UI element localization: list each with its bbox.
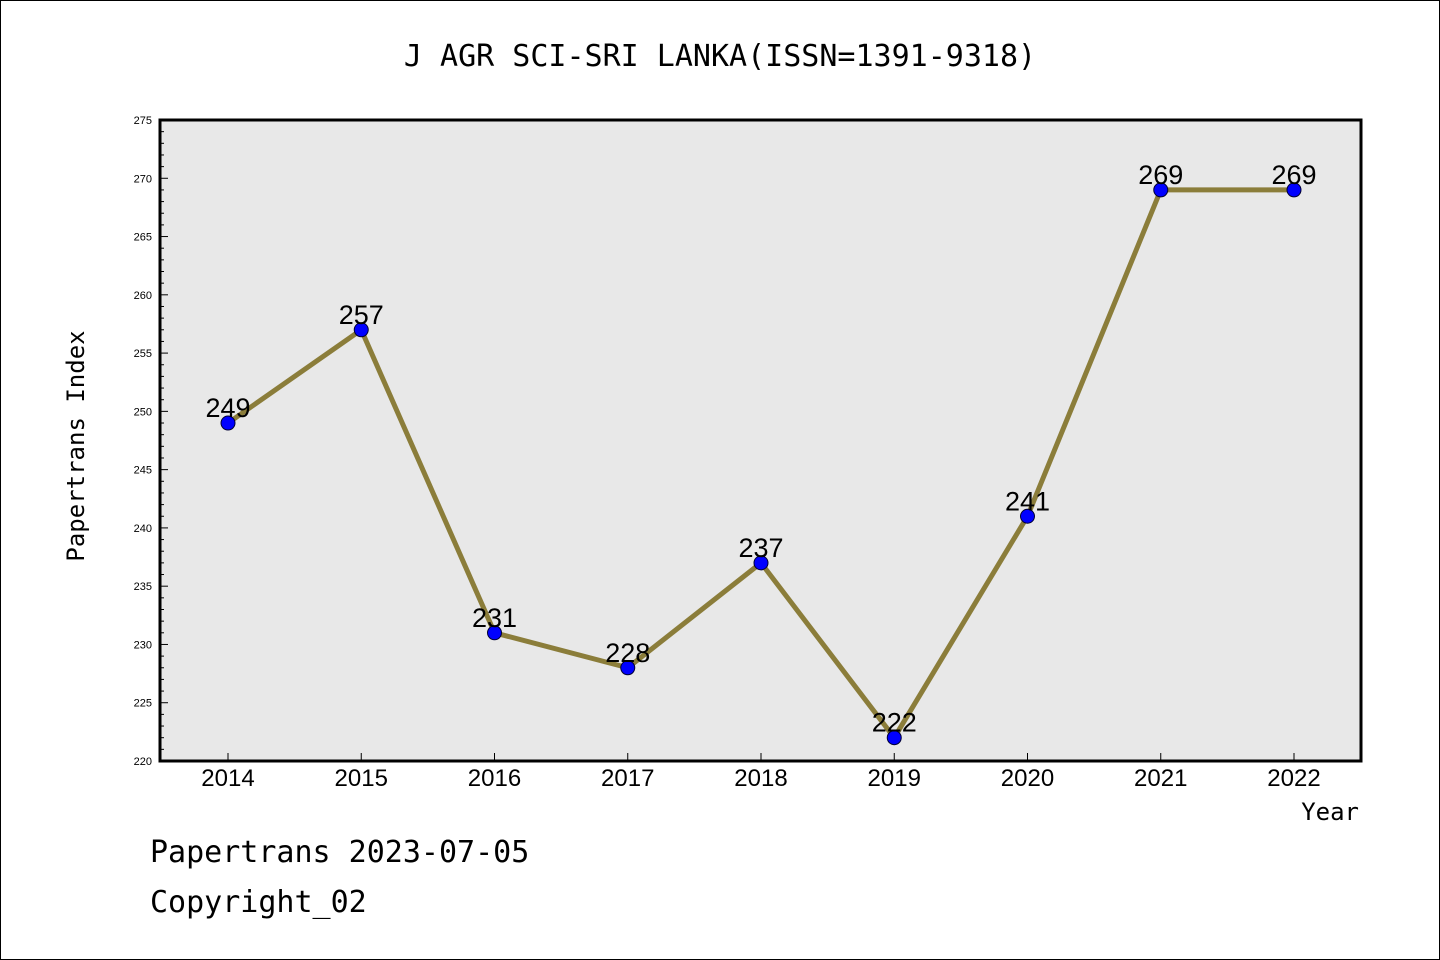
footer-date-stamp: Papertrans 2023-07-05 (150, 835, 530, 870)
series-papertrans-index (220, 182, 1302, 746)
data-labels: 249 257 231 228 237 222 241 269 269 (205, 160, 1316, 738)
data-point-marker (353, 322, 369, 338)
data-label: 257 (339, 300, 384, 330)
plot-border (158, 118, 1363, 763)
data-point-marker (1153, 182, 1169, 198)
y-tick-label: 220 (134, 756, 152, 768)
y-tick-label: 260 (134, 290, 152, 302)
x-tick-label: 2014 (201, 765, 254, 792)
x-tick-label: 2015 (335, 765, 388, 792)
data-point-marker (1020, 508, 1035, 524)
y-tick-label: 270 (134, 173, 152, 185)
x-tick-label: 2018 (734, 765, 787, 792)
y-tick-label: 245 (134, 465, 152, 477)
y-tick-label: 275 (134, 115, 152, 127)
y-tick-label: 225 (134, 698, 152, 710)
plot-area (160, 120, 1361, 761)
data-label: 231 (472, 603, 517, 633)
x-tick-label: 2016 (468, 765, 521, 792)
x-tick-label: 2020 (1001, 765, 1054, 792)
data-point-marker (1286, 182, 1302, 198)
y-tick-label: 265 (134, 232, 152, 244)
chart-title: J AGR SCI-SRI LANKA(ISSN=1391-9318) (404, 39, 1036, 74)
y-axis-title: Papertrans Index (62, 330, 90, 561)
x-axis-title: Year (1301, 798, 1359, 826)
data-label: 269 (1138, 160, 1183, 190)
y-tick-label: 255 (134, 348, 152, 360)
data-label: 241 (1005, 486, 1050, 516)
data-label: 269 (1271, 160, 1316, 190)
data-point-marker (753, 555, 769, 571)
data-point-marker (220, 415, 236, 431)
x-tick-label: 2017 (601, 765, 654, 792)
x-tick-label: 2019 (868, 765, 921, 792)
footer-copyright: Copyright_02 (150, 885, 367, 920)
data-label: 249 (205, 393, 250, 423)
y-tick-label: 250 (134, 406, 152, 418)
y-tick-label: 230 (134, 639, 152, 651)
x-tick-label: 2022 (1267, 765, 1320, 792)
data-point-marker (620, 660, 636, 676)
data-point-marker (487, 625, 502, 641)
data-point-marker (886, 730, 902, 746)
data-label: 222 (872, 708, 917, 738)
y-tick-label: 240 (134, 523, 152, 535)
data-label: 237 (738, 533, 783, 563)
x-axis: 2014 2015 2016 2017 2018 2019 2020 2021 2022 (201, 753, 1321, 792)
x-tick-label: 2021 (1134, 765, 1187, 792)
y-tick-label: 235 (134, 581, 152, 593)
data-label: 228 (605, 638, 650, 668)
